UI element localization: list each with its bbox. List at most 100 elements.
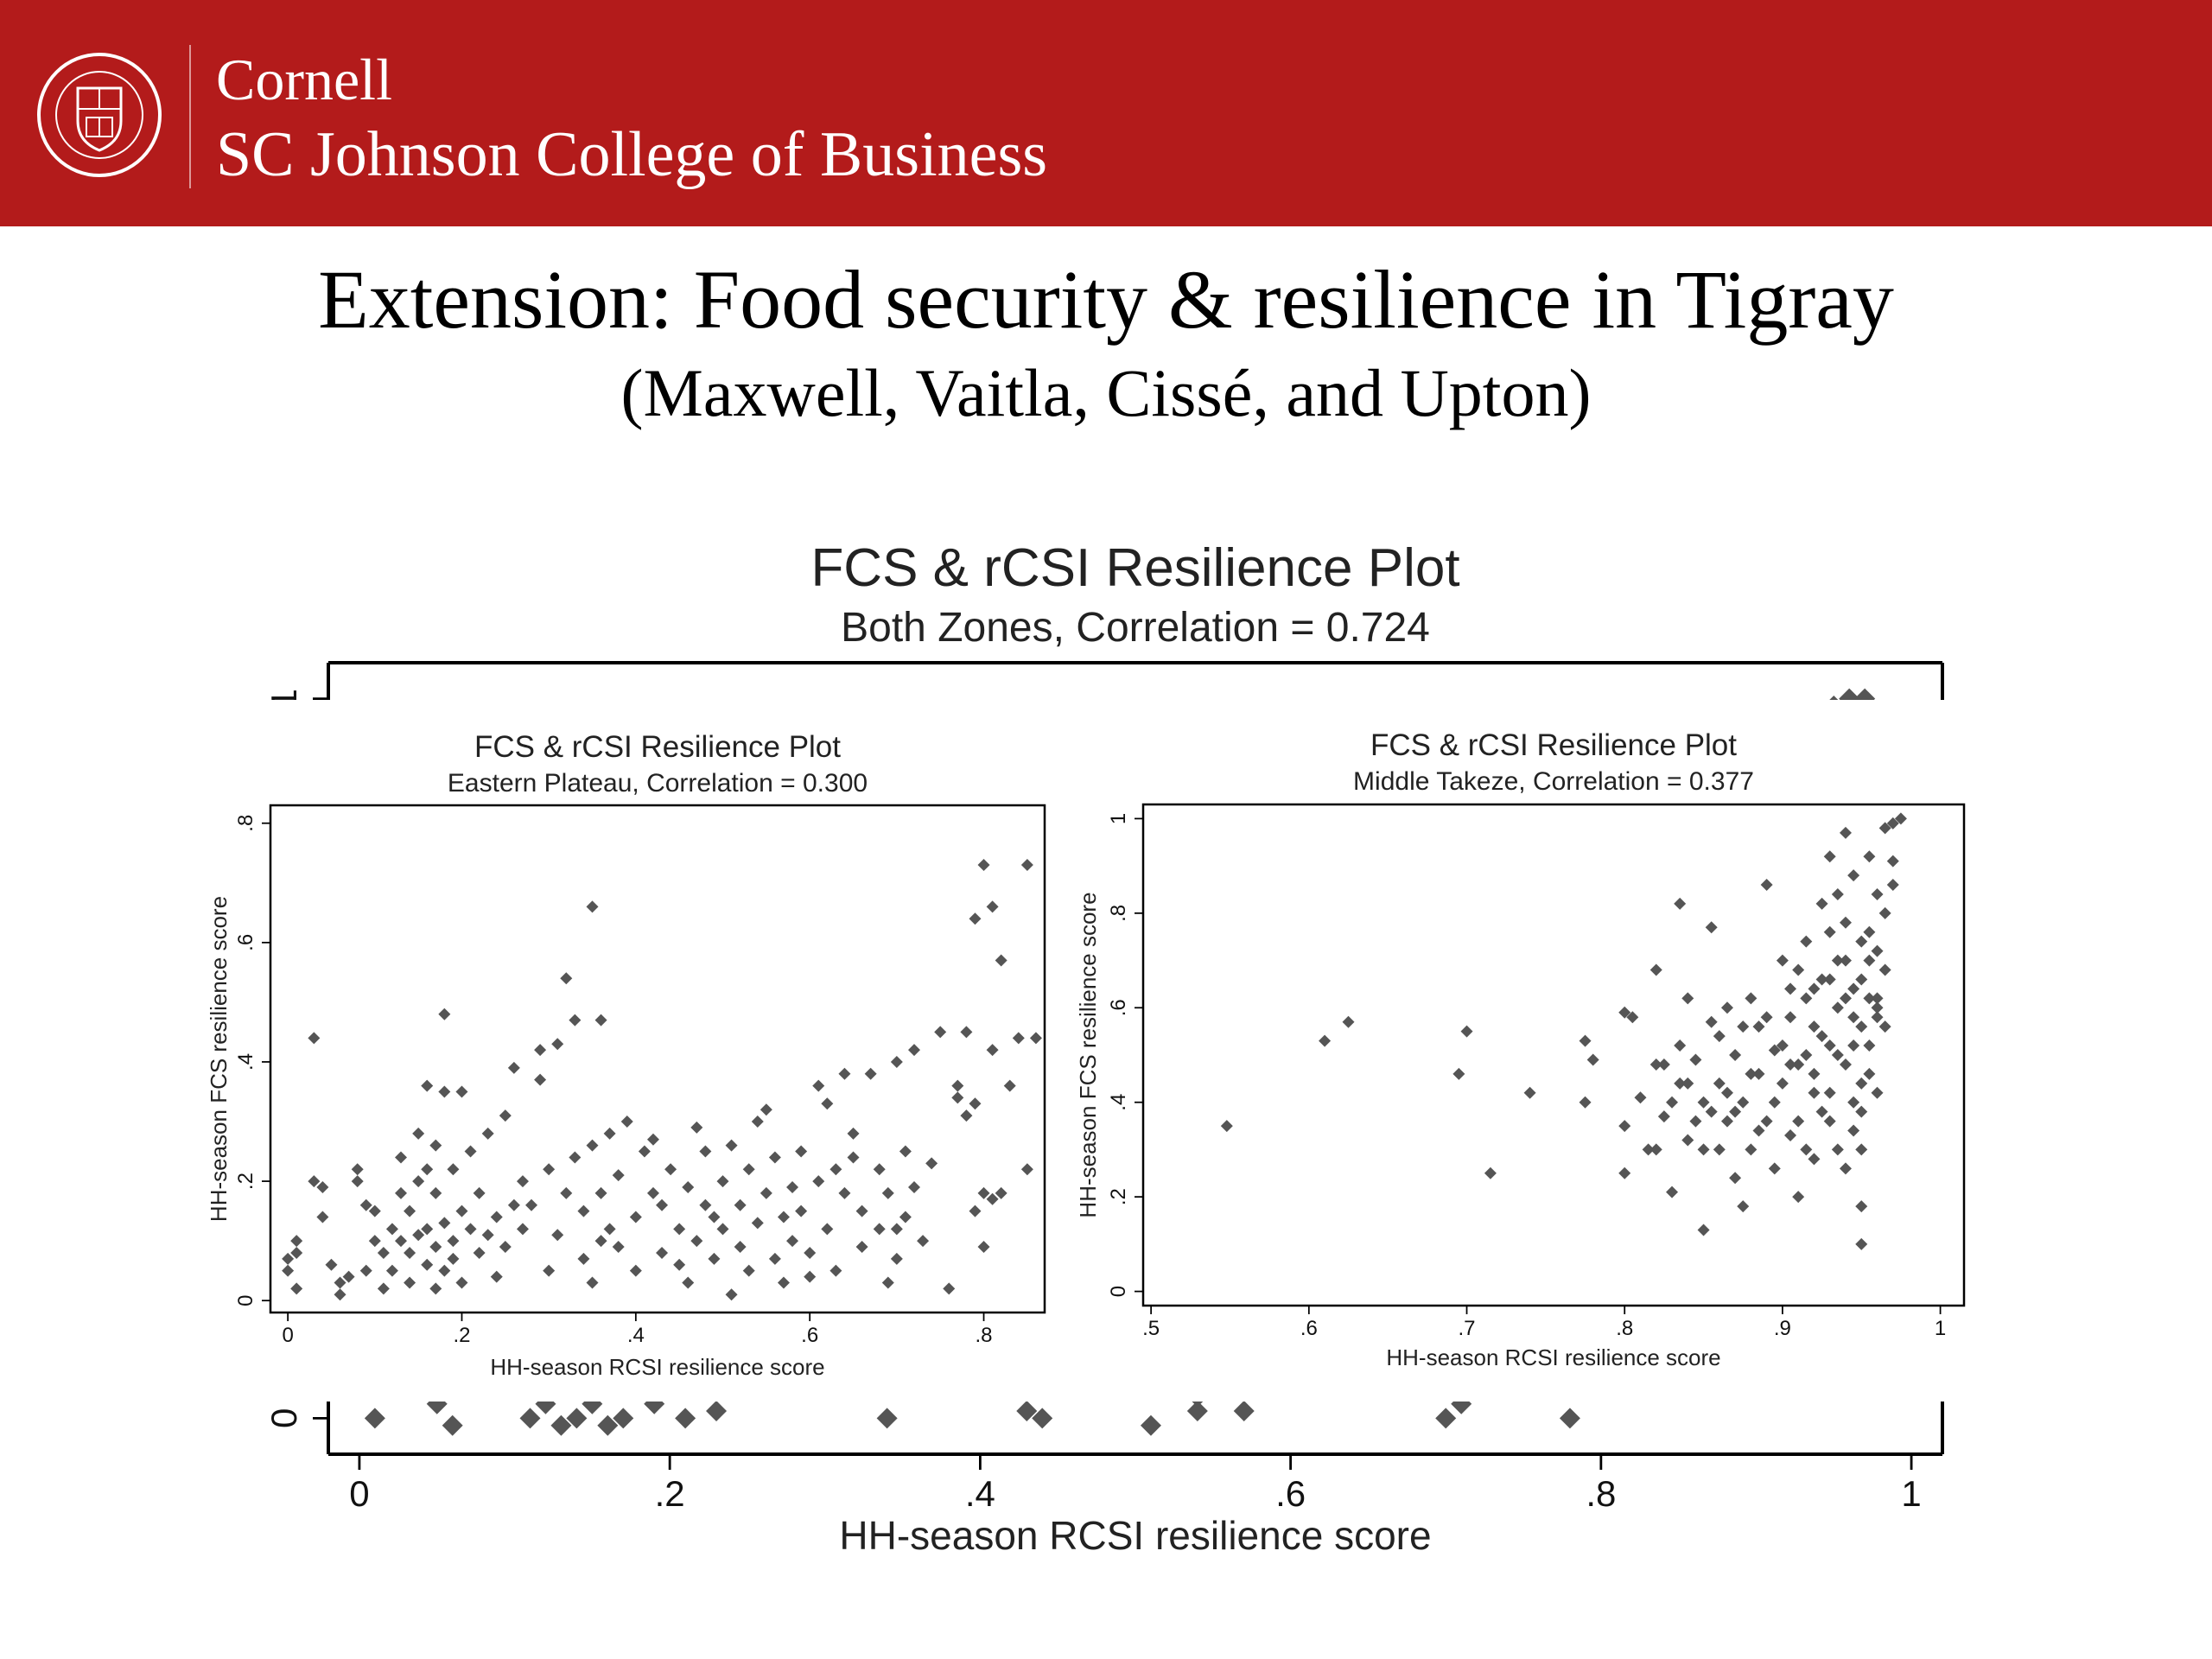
eastern-data-point [586, 900, 599, 913]
middle-data-point [1452, 1067, 1465, 1080]
eastern-data-point [438, 1085, 451, 1098]
eastern-data-point [290, 1246, 303, 1259]
eastern-data-point [560, 1186, 573, 1199]
middle-data-point [1847, 869, 1860, 882]
middle-data-point [1768, 1044, 1781, 1057]
eastern-data-point [594, 1235, 607, 1248]
eastern-y-tick-label: .8 [234, 815, 257, 832]
eastern-data-point [377, 1282, 390, 1295]
eastern-data-point [656, 1198, 669, 1211]
eastern-data-point [830, 1163, 842, 1176]
header-banner: Cornell SC Johnson College of Business [0, 0, 2212, 226]
eastern-data-point [812, 1175, 825, 1188]
middle-data-point [1618, 1166, 1631, 1179]
both-data-point [613, 1408, 634, 1429]
eastern-data-point [760, 1103, 772, 1116]
middle-data-point [1745, 1067, 1758, 1080]
eastern-data-point [881, 1276, 894, 1289]
eastern-data-point [404, 1246, 416, 1259]
middle-data-point [1681, 992, 1694, 1005]
middle-data-point [1760, 1115, 1773, 1128]
middle-data-point [1674, 1077, 1687, 1090]
middle-data-point [1776, 1039, 1789, 1052]
both-chart-title: FCS & rCSI Resilience Plot [810, 538, 1459, 598]
eastern-data-point [351, 1163, 364, 1176]
middle-data-point [1579, 1034, 1592, 1047]
middle-data-point [1689, 1053, 1702, 1066]
both-x-tick-label: 0 [349, 1473, 369, 1514]
eastern-data-point [734, 1241, 747, 1254]
middle-data-point [1792, 1115, 1805, 1128]
eastern-data-point [907, 1180, 920, 1193]
eastern-data-point [638, 1145, 651, 1158]
middle-data-point [1729, 1105, 1742, 1118]
middle-data-point [1815, 973, 1828, 986]
middle-data-point [1697, 1224, 1710, 1236]
middle-data-point [1720, 1086, 1733, 1099]
eastern-data-point [421, 1223, 434, 1236]
eastern-data-point [412, 1175, 425, 1188]
eastern-data-point [395, 1186, 408, 1199]
middle-data-point [1878, 1020, 1891, 1033]
eastern-data-point [725, 1288, 738, 1301]
middle-x-tick-label: .6 [1300, 1317, 1318, 1340]
middle-data-point [1823, 1039, 1836, 1052]
brand-name: Cornell [216, 47, 392, 112]
middle-data-point [1768, 1096, 1781, 1109]
middle-x-tick-label: .8 [1616, 1317, 1633, 1340]
middle-chart: .5 .6 .7 .8 .9 1 0 .2 .4 .6 .8 1 FCS & rCSI Resilien… [1075, 728, 1966, 1370]
middle-data-point [1618, 1120, 1631, 1133]
both-data-point [675, 1408, 696, 1429]
middle-data-point [1808, 982, 1821, 995]
eastern-data-point [429, 1139, 442, 1152]
both-x-tick-label: .4 [965, 1473, 995, 1514]
eastern-data-point [751, 1116, 764, 1128]
middle-data-point [1713, 1077, 1726, 1090]
eastern-data-point [290, 1282, 303, 1295]
eastern-data-point [786, 1235, 799, 1248]
eastern-data-point [368, 1235, 381, 1248]
eastern-data-point [385, 1223, 398, 1236]
eastern-data-point [646, 1186, 659, 1199]
eastern-x-tick-label: .2 [453, 1324, 470, 1347]
eastern-data-point [951, 1079, 964, 1092]
eastern-data-point [438, 1007, 451, 1020]
eastern-data-point [830, 1264, 842, 1277]
eastern-data-point [708, 1211, 721, 1224]
eastern-data-point [499, 1241, 512, 1254]
eastern-data-point [490, 1211, 503, 1224]
middle-data-point [1863, 925, 1876, 938]
eastern-x-tick-label: .6 [801, 1324, 818, 1347]
middle-data-point [1894, 812, 1907, 825]
middle-data-point [1831, 1143, 1844, 1156]
both-data-point [1186, 1401, 1208, 1422]
middle-data-point [1705, 1015, 1718, 1028]
middle-data-point [1839, 1058, 1852, 1071]
eastern-data-point [847, 1127, 860, 1140]
eastern-data-point [777, 1276, 790, 1289]
middle-data-point [1220, 1120, 1233, 1133]
eastern-data-point [699, 1198, 712, 1211]
eastern-data-point [325, 1258, 338, 1271]
eastern-data-point [690, 1121, 703, 1134]
slide-title: Extension: Food security & resilience in… [318, 253, 1894, 346]
middle-data-point [1823, 1115, 1836, 1128]
eastern-data-point [995, 1186, 1007, 1199]
slide-subtitle: (Maxwell, Vaitla, Cissé, and Upton) [620, 355, 1592, 430]
middle-data-point [1808, 1086, 1821, 1099]
middle-data-point [1776, 954, 1789, 967]
middle-data-point [1618, 1006, 1631, 1019]
middle-data-point [1626, 1011, 1639, 1024]
eastern-data-point [421, 1258, 434, 1271]
middle-x-tick-label: .7 [1459, 1317, 1476, 1340]
both-data-point [706, 1401, 728, 1422]
middle-data-point [1649, 1143, 1662, 1156]
middle-data-point [1831, 887, 1844, 900]
middle-data-point [1839, 992, 1852, 1005]
middle-data-point [1871, 1086, 1884, 1099]
eastern-plot-frame [269, 804, 1046, 1314]
eastern-data-point [960, 1026, 973, 1039]
middle-y-tick-label: .6 [1107, 999, 1130, 1016]
eastern-data-point [725, 1139, 738, 1152]
middle-data-point [1713, 1030, 1726, 1043]
